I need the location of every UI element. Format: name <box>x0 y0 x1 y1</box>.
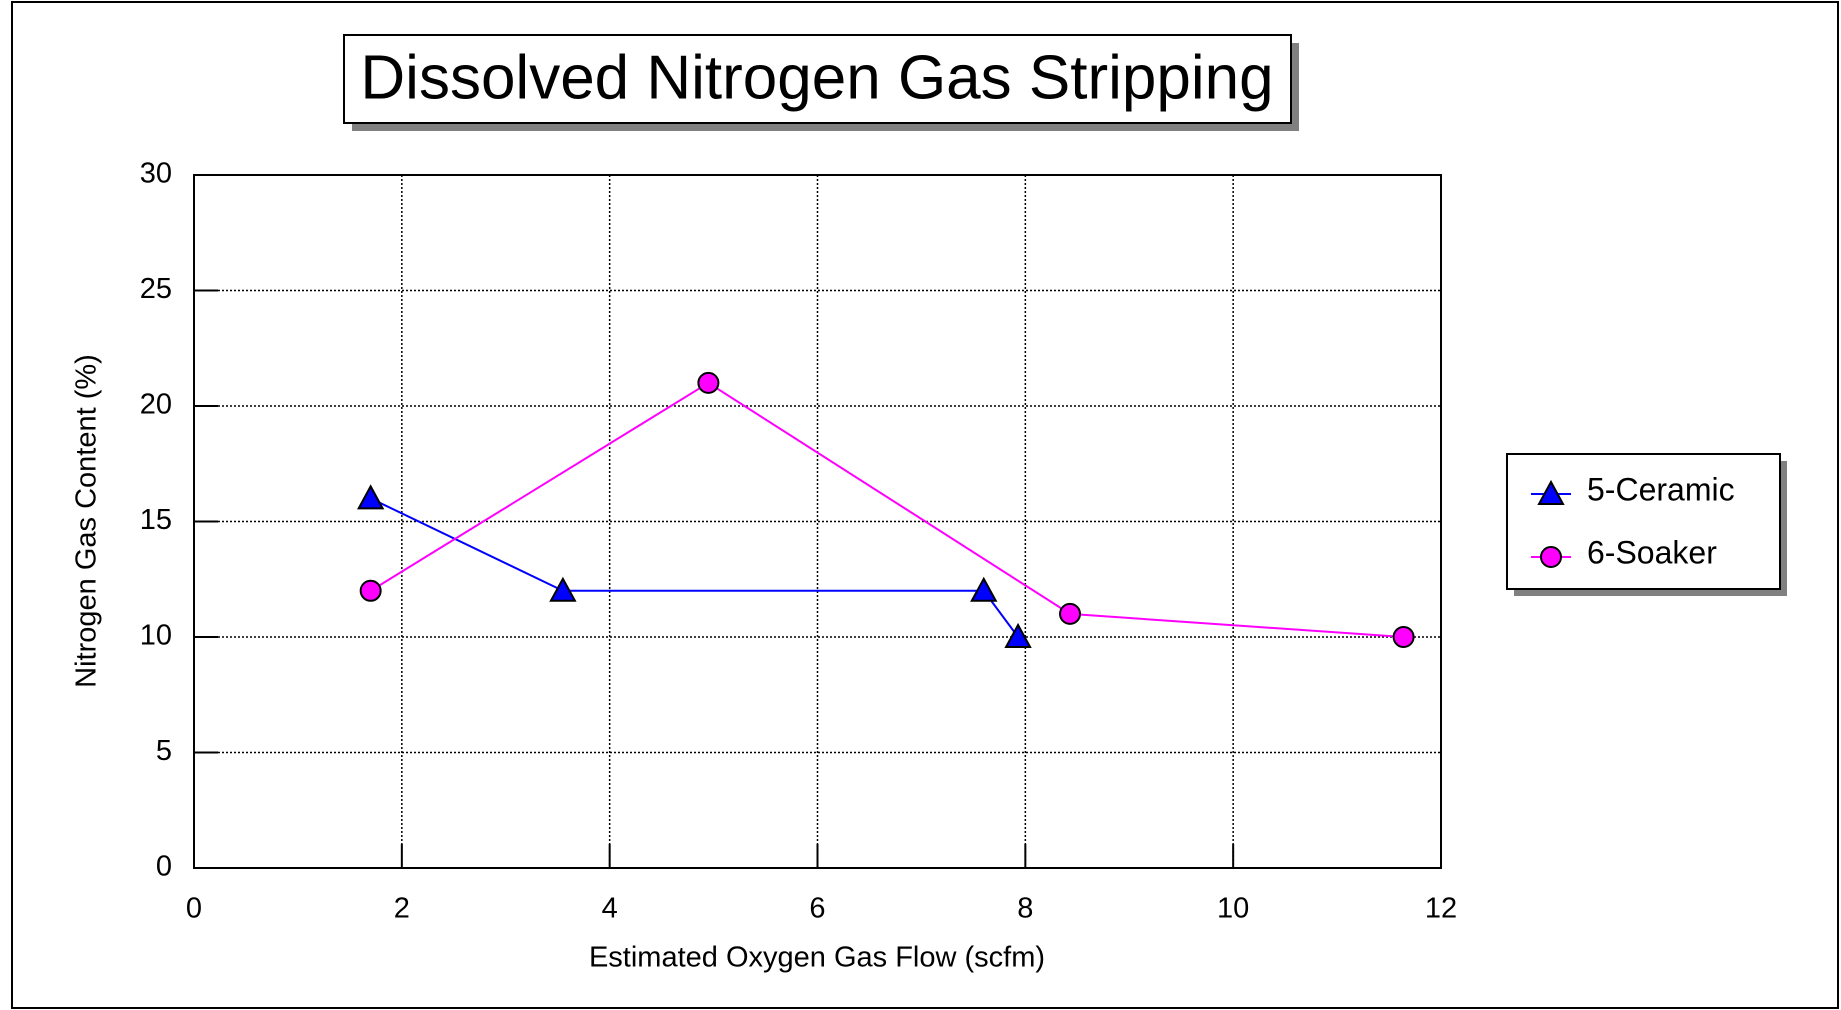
marker <box>1392 626 1415 648</box>
y-tick-label: 20 <box>140 389 172 421</box>
marker <box>1059 602 1082 625</box>
y-tick-label: 5 <box>156 735 172 767</box>
y-tick-label: 25 <box>140 273 172 305</box>
y-tick-label: 30 <box>140 158 172 190</box>
legend-marker <box>1540 546 1562 568</box>
marker <box>970 576 998 602</box>
y-tick-label: 0 <box>156 851 172 883</box>
plot-frame <box>193 174 1442 869</box>
x-tick-label: 12 <box>1425 893 1457 925</box>
x-tick-label: 8 <box>1017 893 1033 925</box>
x-tick-label: 4 <box>602 893 618 925</box>
x-axis-label: Estimated Oxygen Gas Flow (scfm) <box>589 942 1045 974</box>
y-axis-label: Nitrogen Gas Content (%) <box>71 354 103 688</box>
x-tick-label: 2 <box>394 893 410 925</box>
marker <box>1004 622 1032 648</box>
marker <box>697 371 720 394</box>
legend-label: 6-Soaker <box>1587 534 1717 570</box>
marker <box>356 484 385 510</box>
x-tick-label: 6 <box>809 893 825 925</box>
marker <box>359 579 382 602</box>
chart-title: Dissolved Nitrogen Gas Stripping <box>360 43 1273 112</box>
series-line <box>370 381 1404 638</box>
series-line <box>370 497 1019 638</box>
y-tick-label: 10 <box>140 620 172 652</box>
x-tick-label: 10 <box>1217 893 1249 925</box>
title-box <box>343 34 1292 124</box>
marker <box>549 576 577 602</box>
legend-marker <box>1537 479 1565 505</box>
y-tick-label: 15 <box>140 504 172 536</box>
legend-label: 5-Ceramic <box>1587 471 1735 507</box>
x-tick-label: 0 <box>186 893 202 925</box>
